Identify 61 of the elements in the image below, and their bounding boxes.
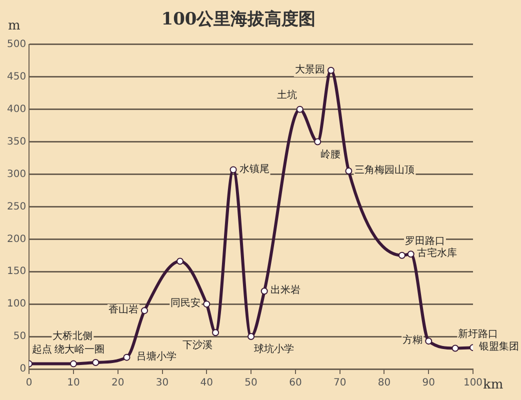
point: [176, 258, 184, 265]
y-axis-title: m: [8, 18, 20, 34]
point: [260, 288, 268, 295]
point: [230, 166, 237, 174]
point: [345, 167, 352, 174]
y-tick-label: 250: [6, 201, 26, 212]
y-tick-label: 150: [6, 266, 26, 278]
x-tick-label: 10: [67, 378, 80, 389]
annotation: 吕塘小学: [136, 350, 177, 362]
y-tick-label: 50: [13, 331, 26, 342]
annotation: 水镇尾: [239, 162, 270, 175]
y-tick-label: 450: [6, 71, 26, 82]
annotation: 三角梅园山顶: [354, 164, 415, 176]
annotation: 下沙溪: [182, 339, 213, 352]
y-tick-label: 350: [6, 136, 26, 148]
annotation: 方糊: [402, 334, 423, 346]
point: [327, 66, 334, 74]
point: [425, 338, 432, 345]
point: [452, 344, 459, 352]
annotation: 大桥北侧: [52, 330, 93, 342]
y-tick-label: 0: [20, 364, 26, 375]
point: [398, 252, 406, 259]
point: [407, 250, 414, 258]
annotation: 土坑: [276, 88, 297, 101]
y-tick-label: 400: [6, 104, 26, 115]
annotation: 古宅水库: [416, 247, 457, 260]
x-tick-label: 40: [200, 378, 214, 389]
x-tick-label: 60: [289, 378, 302, 389]
annotation: 罗田路口: [404, 234, 445, 247]
annotation: 球坑小学: [254, 343, 294, 356]
point: [248, 333, 255, 340]
point: [296, 106, 304, 113]
point: [70, 360, 77, 368]
x-tick-label: 20: [112, 378, 124, 389]
annotation: 新圩路口: [458, 328, 498, 340]
annotation: 岭腰: [320, 148, 341, 160]
x-tick-label: 30: [156, 378, 169, 389]
x-tick-label: 90: [422, 378, 435, 389]
annotation: 起点: [32, 343, 52, 356]
x-tick-label: 100: [463, 378, 483, 389]
chart-title: 100公里海拔高度图: [161, 10, 316, 30]
annotation: 绕大峪一圈: [54, 343, 104, 356]
x-axis-title: km: [483, 377, 504, 392]
x-tick-label: 80: [378, 378, 391, 389]
y-tick-label: 500: [6, 38, 26, 50]
y-tick-label: 200: [6, 234, 26, 245]
y-tick-label: 300: [6, 168, 26, 180]
x-tick-label: 70: [333, 378, 346, 389]
annotation: 大景园: [294, 63, 325, 76]
point: [203, 300, 210, 308]
annotation: 出米岩: [270, 284, 300, 296]
point: [123, 354, 130, 361]
point: [92, 359, 100, 366]
x-tick-label: 50: [244, 378, 258, 389]
point: [212, 329, 220, 336]
annotation: 银盟集团: [478, 340, 519, 353]
point: [141, 307, 148, 314]
y-tick-label: 100: [6, 298, 26, 310]
point: [314, 138, 322, 146]
annotation: 香山岩: [108, 304, 139, 316]
annotation: 同民安: [170, 297, 201, 310]
